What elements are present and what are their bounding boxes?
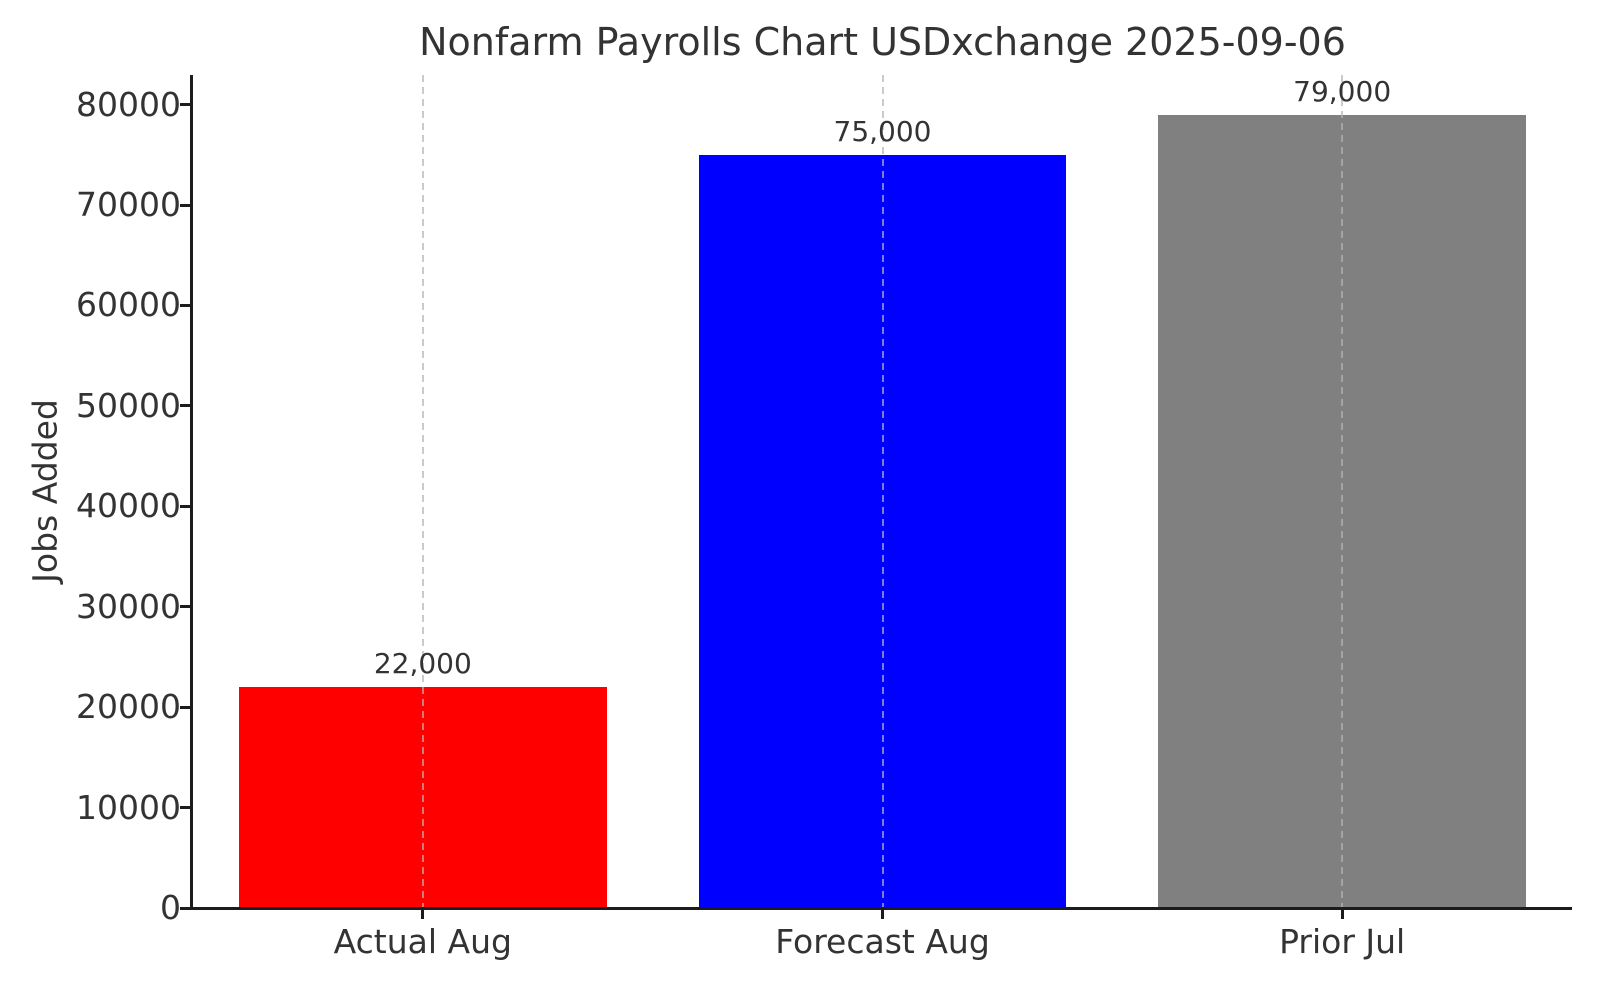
y-tick-label-0: 0 bbox=[160, 888, 181, 927]
bar-value-label-actual-aug: 22,000 bbox=[373, 647, 472, 681]
y-tick-mark-10000 bbox=[180, 806, 190, 810]
x-tick-mark-forecast-aug bbox=[881, 909, 884, 919]
y-tick-mark-50000 bbox=[180, 404, 190, 408]
gridline-actual-aug bbox=[421, 75, 424, 908]
x-tick-mark-actual-aug bbox=[421, 909, 425, 919]
x-tick-label-prior-jul: Prior Jul bbox=[1279, 922, 1406, 961]
y-tick-mark-70000 bbox=[180, 203, 190, 207]
x-tick-mark-prior-jul bbox=[1340, 909, 1344, 919]
y-tick-label-60000: 60000 bbox=[76, 285, 181, 325]
y-tick-label-40000: 40000 bbox=[76, 486, 181, 526]
y-tick-label-70000: 70000 bbox=[76, 185, 181, 225]
gridline-prior-jul bbox=[1341, 75, 1344, 908]
y-tick-mark-30000 bbox=[180, 605, 190, 609]
y-tick-mark-80000 bbox=[180, 103, 190, 107]
gridline-forecast-aug bbox=[881, 75, 884, 908]
bar-value-label-prior-jul: 79,000 bbox=[1293, 74, 1392, 108]
y-tick-label-80000: 80000 bbox=[76, 84, 181, 124]
x-axis-spine bbox=[190, 907, 1572, 910]
x-tick-label-actual-aug: Actual Aug bbox=[333, 922, 512, 961]
chart-title: Nonfarm Payrolls Chart USDxchange 2025-0… bbox=[419, 20, 1346, 64]
y-tick-label-20000: 20000 bbox=[76, 687, 181, 727]
y-tick-label-30000: 30000 bbox=[76, 586, 181, 626]
y-tick-label-50000: 50000 bbox=[76, 385, 181, 425]
y-tick-mark-40000 bbox=[180, 504, 190, 508]
y-axis-spine bbox=[190, 75, 193, 910]
y-tick-mark-0 bbox=[180, 906, 190, 910]
x-tick-label-forecast-aug: Forecast Aug bbox=[775, 922, 990, 961]
y-tick-mark-60000 bbox=[180, 303, 190, 307]
y-tick-label-10000: 10000 bbox=[76, 787, 181, 827]
y-tick-mark-20000 bbox=[180, 705, 190, 709]
bar-value-label-forecast-aug: 75,000 bbox=[833, 114, 932, 148]
